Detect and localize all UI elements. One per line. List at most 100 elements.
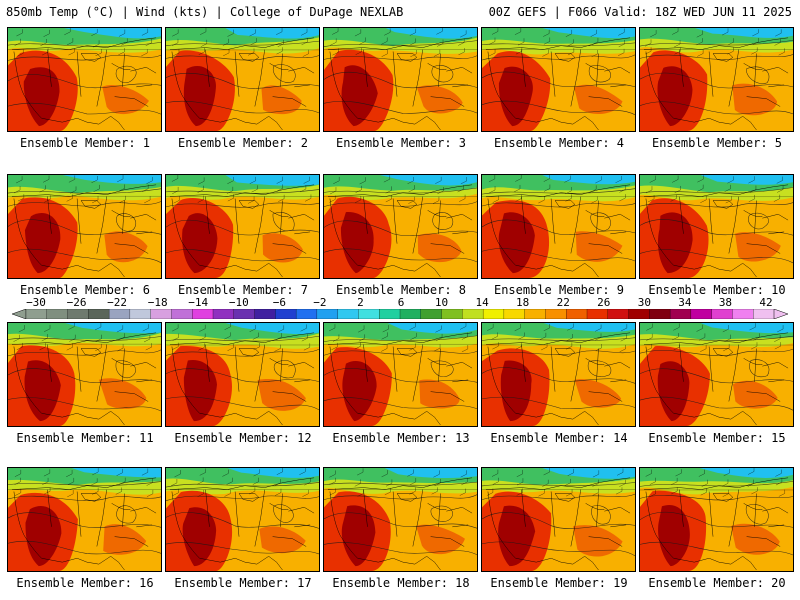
colorbar-swatch [732, 309, 754, 319]
colorbar-tick-label: 6 [397, 296, 405, 309]
ensemble-member-label: Ensemble Member: 5 [651, 136, 783, 150]
ensemble-member-label: Ensemble Member: 14 [490, 431, 628, 445]
colorbar-swatch [358, 309, 380, 319]
ensemble-member-label: Ensemble Member: 3 [335, 136, 467, 150]
colorbar-swatch [88, 309, 110, 319]
colorbar-swatch [316, 309, 339, 319]
ensemble-member-map-13 [323, 322, 478, 427]
colorbar-swatch [524, 309, 546, 319]
ensemble-member-map-3 [323, 27, 478, 132]
colorbar-swatch [607, 309, 630, 319]
ensemble-member-map-16 [7, 467, 162, 572]
colorbar-labels: −30 −26 −22 −18 −14 −10 −6 −2 2 6 10 14 18 22 26 30 34 38… [0, 296, 800, 309]
ensemble-member-label: Ensemble Member: 8 [335, 283, 467, 297]
ensemble-member-label: Ensemble Member: 10 [648, 283, 786, 297]
ensemble-member-map-8 [323, 174, 478, 279]
temperature-map [482, 28, 635, 131]
colorbar-swatch [690, 309, 713, 319]
colorbar-swatch [545, 309, 567, 319]
colorbar-tick-label: −30 [26, 296, 46, 309]
temperature-map [640, 28, 793, 131]
ensemble-member-map-5 [639, 27, 794, 132]
colorbar-swatch [25, 309, 48, 319]
ensemble-member-map-12 [165, 322, 320, 427]
colorbar-swatch [67, 309, 89, 319]
temperature-map [8, 175, 161, 278]
ensemble-member-map-18 [323, 467, 478, 572]
ensemble-member-label: Ensemble Member: 17 [174, 576, 312, 590]
ensemble-member-label: Ensemble Member: 7 [177, 283, 309, 297]
colorbar-tick-label: −22 [107, 296, 128, 309]
ensemble-member-map-1 [7, 27, 162, 132]
ensemble-member-label: Ensemble Member: 16 [16, 576, 154, 590]
colorbar-swatch [462, 309, 484, 319]
colorbar-swatch [337, 309, 359, 319]
chart-header-left: 850mb Temp (°C) | Wind (kts) | College o… [6, 5, 404, 19]
temperature-map [482, 323, 635, 426]
colorbar-tick-label: −26 [66, 296, 87, 309]
ensemble-member-map-14 [481, 322, 636, 427]
colorbar-swatch [649, 309, 671, 319]
colorbar-swatch [753, 309, 775, 319]
ensemble-member-map-6 [7, 174, 162, 279]
ensemble-member-label: Ensemble Member: 4 [493, 136, 625, 150]
colorbar-tick-label: −10 [228, 296, 249, 309]
colorbar-tick-label: 14 [475, 296, 489, 309]
colorbar-tick-label: 38 [718, 296, 733, 309]
colorbar-swatch [399, 309, 422, 319]
ensemble-member-label: Ensemble Member: 2 [177, 136, 309, 150]
colorbar-swatch [46, 309, 69, 319]
ensemble-member-label: Ensemble Member: 12 [174, 431, 312, 445]
temperature-map [640, 468, 793, 571]
colorbar-swatch [503, 309, 526, 319]
ensemble-member-map-20 [639, 467, 794, 572]
colorbar-swatch [441, 309, 463, 319]
ensemble-member-label: Ensemble Member: 6 [19, 283, 151, 297]
colorbar-swatch [129, 309, 152, 319]
temperature-map [324, 468, 477, 571]
colorbar-swatch [669, 309, 692, 319]
ensemble-member-map-2 [165, 27, 320, 132]
temperature-map [640, 323, 793, 426]
colorbar-tick-label: −14 [188, 296, 209, 309]
colorbar-swatch [420, 309, 443, 319]
temperature-map [482, 175, 635, 278]
colorbar-tick-label: 10 [434, 296, 449, 309]
ensemble-member-map-10 [639, 174, 794, 279]
ensemble-member-map-9 [481, 174, 636, 279]
colorbar-tick-label: −18 [147, 296, 168, 309]
ensemble-member-label: Ensemble Member: 19 [490, 576, 628, 590]
temperature-map [166, 468, 319, 571]
colorbar-swatch [586, 309, 609, 319]
colorbar-swatch [212, 309, 235, 319]
ensemble-member-map-4 [481, 27, 636, 132]
colorbar-tick-label: −2 [313, 296, 327, 309]
colorbar-swatch [233, 309, 256, 319]
ensemble-member-label: Ensemble Member: 9 [493, 283, 625, 297]
colorbar-swatch [711, 309, 733, 319]
temperature-map [166, 28, 319, 131]
colorbar-swatch [566, 309, 588, 319]
temperature-map [8, 468, 161, 571]
colorbar-tick-label: 26 [597, 296, 611, 309]
colorbar-swatch [192, 309, 214, 319]
temperature-colorbar [12, 309, 788, 319]
ensemble-member-map-15 [639, 322, 794, 427]
colorbar-swatch [275, 309, 297, 319]
colorbar-swatch [150, 309, 172, 319]
temperature-map [8, 28, 161, 131]
colorbar-swatch [295, 309, 318, 319]
colorbar-swatch [379, 309, 401, 319]
colorbar-max-arrow [773, 309, 788, 319]
temperature-map [324, 28, 477, 131]
colorbar-swatch [171, 309, 193, 319]
colorbar-swatch [482, 309, 505, 319]
ensemble-member-label: Ensemble Member: 11 [16, 431, 154, 445]
ensemble-member-map-7 [165, 174, 320, 279]
colorbar-tick-label: 42 [759, 296, 773, 309]
ensemble-member-map-19 [481, 467, 636, 572]
colorbar-tick-label: 22 [556, 296, 570, 309]
temperature-map [482, 468, 635, 571]
temperature-map [640, 175, 793, 278]
colorbar-tick-label: 18 [516, 296, 530, 309]
